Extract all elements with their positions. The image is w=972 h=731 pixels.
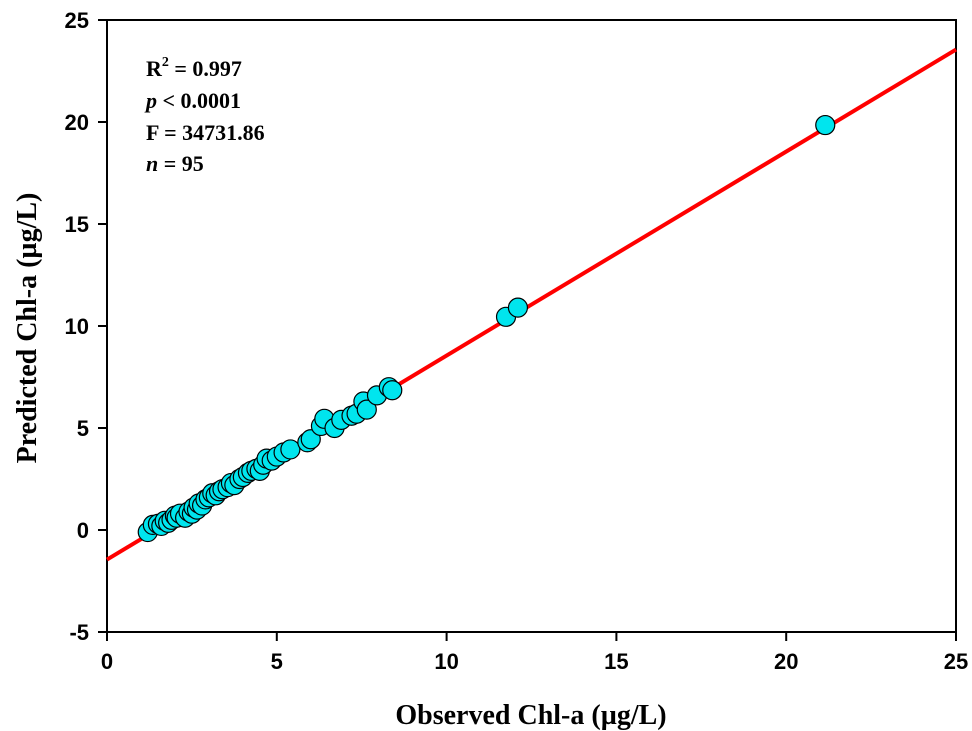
- y-axis-title: Predicted Chl-a (µg/L): [12, 193, 43, 464]
- data-point: [815, 114, 836, 136]
- r-squared-label: R2 = 0.997: [146, 55, 242, 81]
- y-tick-label: 5: [77, 416, 89, 441]
- y-tick-label: 0: [77, 518, 89, 543]
- x-tick-label: 15: [604, 649, 628, 674]
- x-tick-label: 5: [271, 649, 283, 674]
- y-tick-label: 20: [65, 110, 89, 135]
- y-tick-label: 25: [65, 8, 89, 33]
- x-tick-label: 25: [944, 649, 968, 674]
- x-tick-label: 10: [434, 649, 458, 674]
- data-point: [507, 297, 529, 318]
- x-tick-label: 0: [101, 649, 113, 674]
- f-statistic-label: F = 34731.86: [146, 120, 265, 145]
- y-tick-label: -5: [69, 620, 89, 645]
- x-tick-label: 20: [774, 649, 798, 674]
- x-axis-title: Observed Chl-a (µg/L): [395, 700, 666, 731]
- data-point: [382, 380, 403, 401]
- y-tick-label: 10: [65, 314, 89, 339]
- p-value-label: p < 0.0001: [144, 88, 241, 113]
- sample-size-label: n = 95: [146, 151, 204, 176]
- stats-annotation: R2 = 0.997 p < 0.0001 F = 34731.86 n = 9…: [144, 55, 265, 176]
- y-tick-label: 15: [65, 212, 89, 237]
- data-point: [356, 399, 377, 420]
- data-point: [280, 439, 301, 460]
